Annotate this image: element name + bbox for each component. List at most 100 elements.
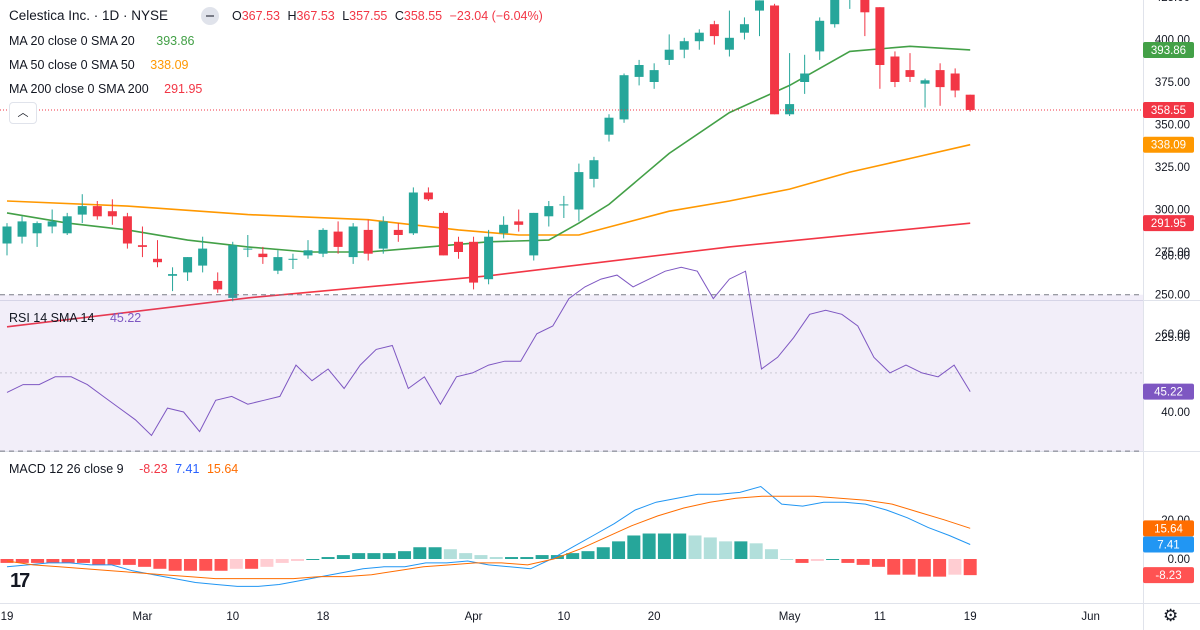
- macd-signal-label-bg: [1143, 520, 1194, 537]
- macd-histogram-bar: [566, 553, 580, 559]
- macd-histogram-bar: [15, 559, 29, 563]
- macd-line: [6, 485, 971, 587]
- candle-body: [183, 257, 193, 273]
- candle-body: [408, 192, 418, 234]
- macd-histogram-bar: [902, 559, 916, 575]
- time-tick-label: 18: [317, 611, 330, 623]
- macd-histogram-bar: [734, 541, 748, 559]
- candle-body: [92, 206, 102, 217]
- candle-body: [499, 224, 509, 234]
- rsi-value-label-bg: [1143, 383, 1194, 400]
- candle-body: [454, 241, 463, 252]
- time-tick-label: 10: [226, 611, 239, 623]
- candle-body: [258, 253, 268, 258]
- ma20-value: 393.86: [156, 34, 195, 48]
- candle-body: [619, 75, 629, 120]
- macd-histogram-bar: [153, 559, 167, 569]
- candle-body: [469, 241, 479, 283]
- macd-histogram-bar: [489, 557, 503, 559]
- macd-legend[interactable]: MACD 12 26 close 9 -8.23 7.41 15.64: [9, 462, 242, 476]
- candle-body: [2, 226, 12, 244]
- candle-body: [47, 221, 57, 227]
- change-value: −23.04 (−6.04%): [449, 9, 543, 23]
- candle-body: [288, 258, 298, 260]
- macd-histogram-bar: [627, 535, 641, 559]
- candle-body: [890, 56, 900, 82]
- price-tick-label: 325.00: [1155, 162, 1190, 174]
- candle-body: [589, 160, 599, 179]
- macd-histogram-bar: [887, 559, 901, 575]
- time-tick-label: 20: [648, 611, 661, 623]
- rsi-tick-label: 60.00: [1161, 329, 1190, 341]
- macd-histogram-bar: [581, 551, 595, 559]
- macd-histogram-bar: [31, 559, 45, 563]
- candle-body: [107, 211, 117, 217]
- ma50-price-label: 338.09: [1151, 140, 1186, 152]
- candle-body: [574, 172, 584, 210]
- candle-body: [243, 248, 253, 250]
- ma200-legend[interactable]: MA 200 close 0 SMA 200 291.95: [9, 82, 206, 96]
- ma20-price-label-bg: [1143, 41, 1194, 58]
- macd-histogram-bar: [321, 557, 335, 559]
- rsi-value-label: 45.22: [1154, 387, 1183, 399]
- chevron-up-icon[interactable]: ︿: [9, 102, 37, 124]
- macd-histogram-bar: [719, 541, 733, 559]
- macd-histogram-bar: [963, 559, 977, 576]
- macd-hist-label-bg: [1143, 567, 1194, 584]
- candle-body: [303, 250, 313, 256]
- gear-icon[interactable]: ⚙: [1163, 606, 1179, 625]
- macd-signal-line: [6, 495, 971, 580]
- macd-histogram-bar: [749, 543, 763, 559]
- macd-histogram-bar: [948, 559, 962, 575]
- macd-histogram-bar: [61, 559, 75, 563]
- ma50-price-label-bg: [1143, 136, 1194, 153]
- time-tick-label: 11: [874, 611, 886, 623]
- macd-signal-value: 15.64: [206, 462, 239, 476]
- time-tick-label: Jun: [1081, 611, 1100, 623]
- macd-histogram-bar: [780, 559, 794, 560]
- ma50-label: MA 50 close 0 SMA 50: [9, 58, 135, 72]
- macd-hist-label: -8.23: [1155, 570, 1181, 582]
- macd-histogram-bar: [550, 555, 564, 559]
- rsi-line: [6, 266, 971, 437]
- ma200-price-label-bg: [1143, 215, 1194, 232]
- close-value: 358.55: [403, 9, 443, 23]
- candle-body: [363, 229, 373, 254]
- macd-histogram-bar: [306, 559, 320, 560]
- macd-histogram-bar: [642, 533, 656, 559]
- macd-line-value: 7.41: [175, 462, 200, 476]
- candle-body: [393, 229, 403, 235]
- macd-histogram-bar: [92, 559, 106, 565]
- macd-histogram-bar: [76, 559, 90, 563]
- macd-histogram-bar: [688, 535, 702, 559]
- candle-body: [122, 216, 132, 244]
- candle-body: [634, 65, 644, 77]
- candle-body: [559, 204, 569, 206]
- low-label: L: [342, 9, 350, 23]
- ma50-value: 338.09: [150, 58, 189, 72]
- macd-histogram-bar: [474, 555, 488, 559]
- candle-body: [679, 41, 689, 50]
- macd-histogram-bar: [214, 559, 228, 571]
- price-tick-label: 225.00: [1155, 332, 1190, 344]
- macd-tick-label: 0.00: [1168, 554, 1190, 566]
- ma20-legend[interactable]: MA 20 close 0 SMA 20 393.86: [9, 34, 198, 48]
- candle-body: [755, 0, 764, 11]
- rsi-value: 45.22: [109, 311, 142, 325]
- macd-histogram-bar: [352, 553, 366, 559]
- macd-histogram-bar: [46, 559, 60, 563]
- candle-body: [273, 257, 283, 271]
- minus-circle-icon[interactable]: [201, 7, 219, 25]
- ma50-legend[interactable]: MA 50 close 0 SMA 50 338.09: [9, 58, 192, 72]
- ohlc-legend: O367.53 H367.53 L357.55 C358.55 −23.04 (…: [232, 9, 547, 23]
- candle-body: [529, 212, 539, 256]
- rsi-legend[interactable]: RSI 14 SMA 14 45.22: [9, 311, 145, 325]
- sma20-line: [6, 45, 971, 253]
- ma200-price-label: 291.95: [1151, 218, 1186, 230]
- macd-histogram-bar: [841, 559, 855, 563]
- macd-histogram-bar: [138, 559, 152, 567]
- macd-histogram-bar: [245, 559, 259, 569]
- ma200-label: MA 200 close 0 SMA 200: [9, 82, 149, 96]
- candle-body: [604, 117, 614, 135]
